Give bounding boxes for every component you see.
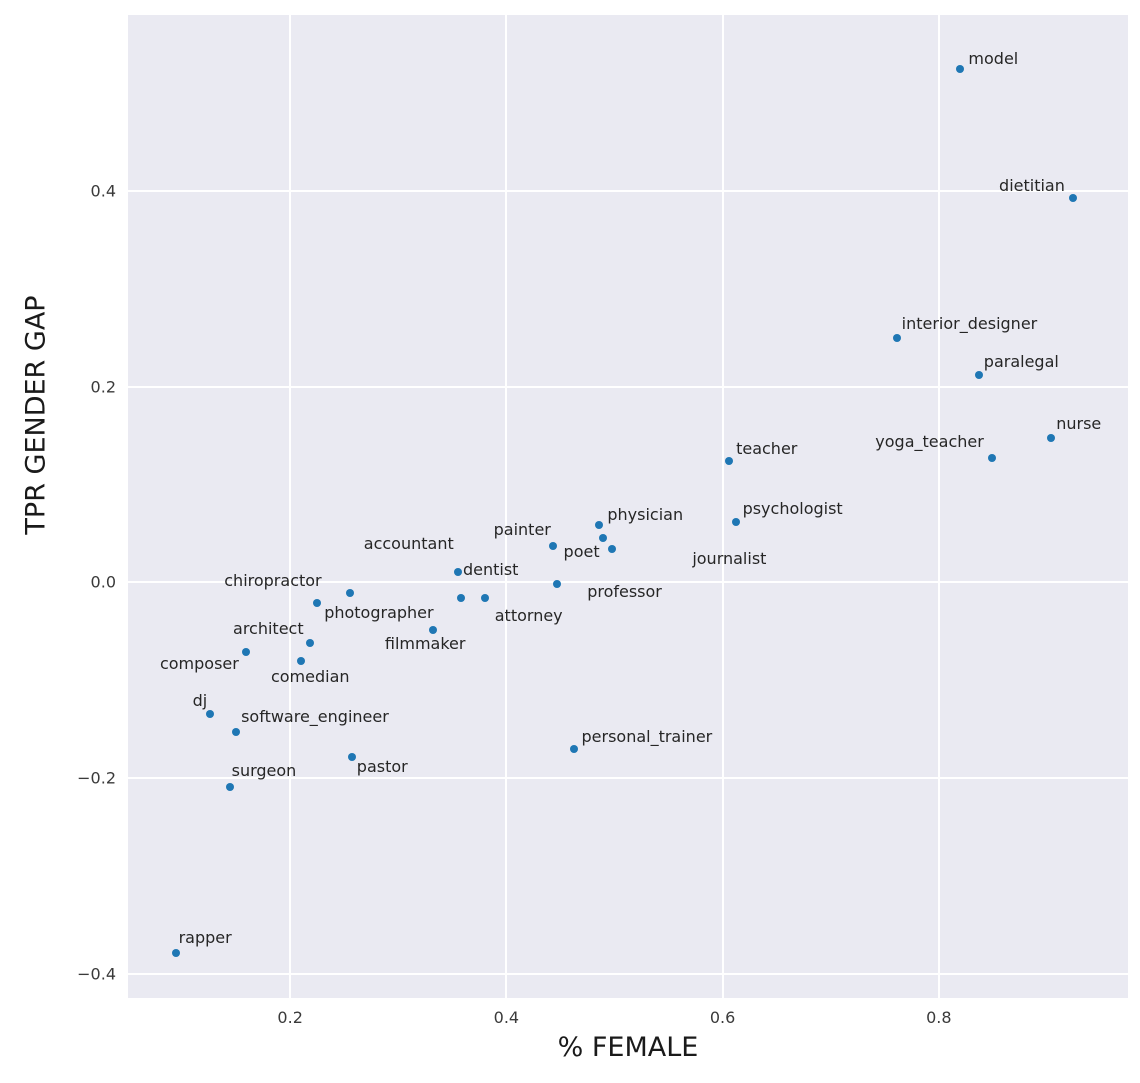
gridline-horizontal [128,385,1128,388]
data-point [892,333,901,342]
data-point [598,534,607,543]
point-label: chiropractor [224,571,322,591]
data-point [480,593,489,602]
gridline-horizontal [128,190,1128,193]
data-point [345,589,354,598]
point-label: accountant [363,533,454,553]
point-label: physician [607,504,684,524]
point-label: poet [563,542,600,562]
gridline-horizontal [128,972,1128,975]
point-label: journalist [692,549,767,569]
point-label: yoga_teacher [875,432,984,452]
point-label: rapper [178,928,232,947]
data-point [956,64,965,73]
point-label: professor [587,582,662,602]
point-label: model [968,48,1019,68]
point-label: architect [233,618,304,638]
data-point [731,517,740,526]
data-point [725,457,734,466]
gridline-horizontal [128,776,1128,779]
x-tick-label: 0.6 [709,1008,736,1027]
data-point [548,542,557,551]
data-point [456,593,465,602]
point-label: filmmaker [384,634,466,654]
data-point [453,567,462,576]
x-tick-label: 0.8 [926,1008,952,1027]
point-label: painter [493,520,551,540]
data-point [1068,193,1077,202]
y-axis-label: TPR GENDER GAP [20,295,52,535]
data-point [305,638,314,647]
gridline-vertical [721,15,724,998]
x-tick-label: 0.4 [493,1008,520,1027]
point-label: comedian [270,666,350,686]
point-label: nurse [1056,413,1102,433]
point-label: personal_trainer [581,726,713,746]
point-label: surgeon [231,760,297,780]
point-label: photographer [324,602,434,622]
data-point [296,656,305,665]
point-label: interior_designer [901,313,1038,333]
point-label: dentist [462,559,519,579]
x-axis-label: % FEMALE [557,1032,699,1063]
point-label: psychologist [742,498,843,518]
data-point [595,520,604,529]
data-point [570,744,579,753]
gridline-vertical [289,15,292,998]
data-point [1047,433,1056,442]
y-tick-label: 0.0 [90,572,116,592]
gridline-vertical [505,15,508,998]
point-label: attorney [494,605,563,625]
y-tick-label: 0.4 [90,181,116,201]
gridline-horizontal [128,581,1128,584]
y-tick-label: −0.4 [77,964,116,984]
point-label: composer [159,653,239,673]
data-point [347,753,356,762]
x-tick-label: 0.2 [277,1008,303,1027]
data-point [206,710,215,719]
point-label: teacher [736,439,798,459]
data-point [608,545,617,554]
y-tick-label: −0.2 [77,768,116,788]
data-point [313,598,322,607]
data-point [553,580,562,589]
data-point [428,626,437,635]
data-point [171,949,180,957]
data-point [232,727,241,736]
point-label: dietitian [999,175,1065,195]
point-label: paralegal [983,351,1059,371]
data-point [974,370,983,379]
plot-area: model dietitian interior_designer paralegal… [128,15,1128,998]
point-label: software_engineer [241,706,389,726]
data-point [225,782,234,791]
data-point [241,647,250,656]
data-point [987,454,996,463]
gridline-vertical [937,15,940,998]
y-tick-label: 0.2 [90,377,116,397]
point-label: pastor [356,757,408,777]
point-label: dj [192,691,208,711]
